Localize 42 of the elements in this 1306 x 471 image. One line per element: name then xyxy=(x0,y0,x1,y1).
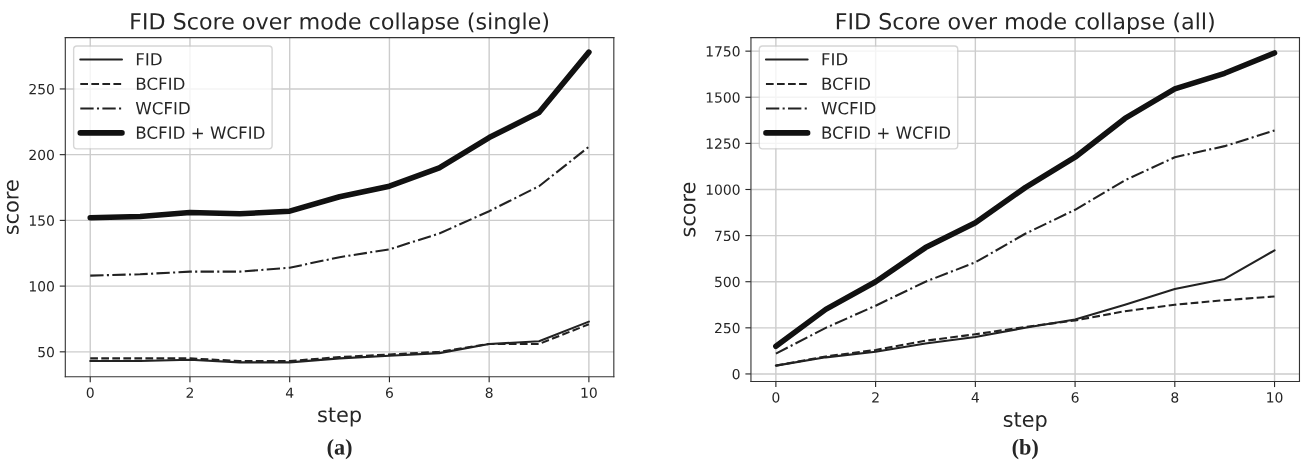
x-tick-label: 8 xyxy=(1171,392,1179,403)
y-tick-label: 50 xyxy=(38,346,54,358)
text: (a) xyxy=(327,439,352,460)
legend-label: WCFID xyxy=(821,101,876,115)
text: (b) xyxy=(1012,439,1038,460)
y-tick-label: 0 xyxy=(732,368,740,380)
legend-label: BCFID xyxy=(822,77,871,91)
y-tick-label: 1500 xyxy=(706,92,740,103)
y-tick-label: 500 xyxy=(715,276,740,288)
y-tick-label: 200 xyxy=(29,149,54,161)
y-tick-label: 100 xyxy=(29,281,54,292)
legend-label: WCFID xyxy=(135,101,190,115)
y-tick-label: 1250 xyxy=(706,138,740,149)
legend-label: FID xyxy=(136,53,162,66)
x-tick-label: 10 xyxy=(581,387,597,398)
line-series xyxy=(89,145,590,277)
y-tick-label: 150 xyxy=(29,215,54,226)
x-tick-label: 4 xyxy=(285,387,294,398)
x-tick-label: 6 xyxy=(385,387,393,398)
x-axis-title: step xyxy=(318,407,361,427)
x-tick-label: 4 xyxy=(971,392,979,403)
legend-label: BCFID + WCFID xyxy=(822,126,951,139)
x-axis-title: step xyxy=(1003,412,1047,432)
x-tick-label: 8 xyxy=(485,387,493,398)
legend-label: FID xyxy=(822,53,848,66)
x-tick-label: 10 xyxy=(1267,392,1283,403)
x-tick-label: 2 xyxy=(186,387,193,398)
y-axis-title: score xyxy=(683,182,696,237)
chart-title: FID Score over mode collapse (all) xyxy=(836,12,1214,34)
y-tick-label: 750 xyxy=(715,230,740,242)
x-tick-label: 6 xyxy=(1071,392,1079,403)
x-tick-label: 0 xyxy=(86,387,94,398)
y-axis-title: score xyxy=(6,180,19,235)
y-tick-label: 1000 xyxy=(706,184,740,195)
x-tick-label: 2 xyxy=(872,392,879,403)
x-tick-label: 0 xyxy=(772,392,780,403)
legend-label: BCFID xyxy=(136,77,185,91)
legend-label: BCFID + WCFID xyxy=(136,126,265,139)
y-tick-label: 1750 xyxy=(706,46,740,57)
y-tick-label: 250 xyxy=(715,322,740,334)
chart-title: FID Score over mode collapse (single) xyxy=(131,12,549,34)
y-tick-label: 250 xyxy=(29,83,54,95)
